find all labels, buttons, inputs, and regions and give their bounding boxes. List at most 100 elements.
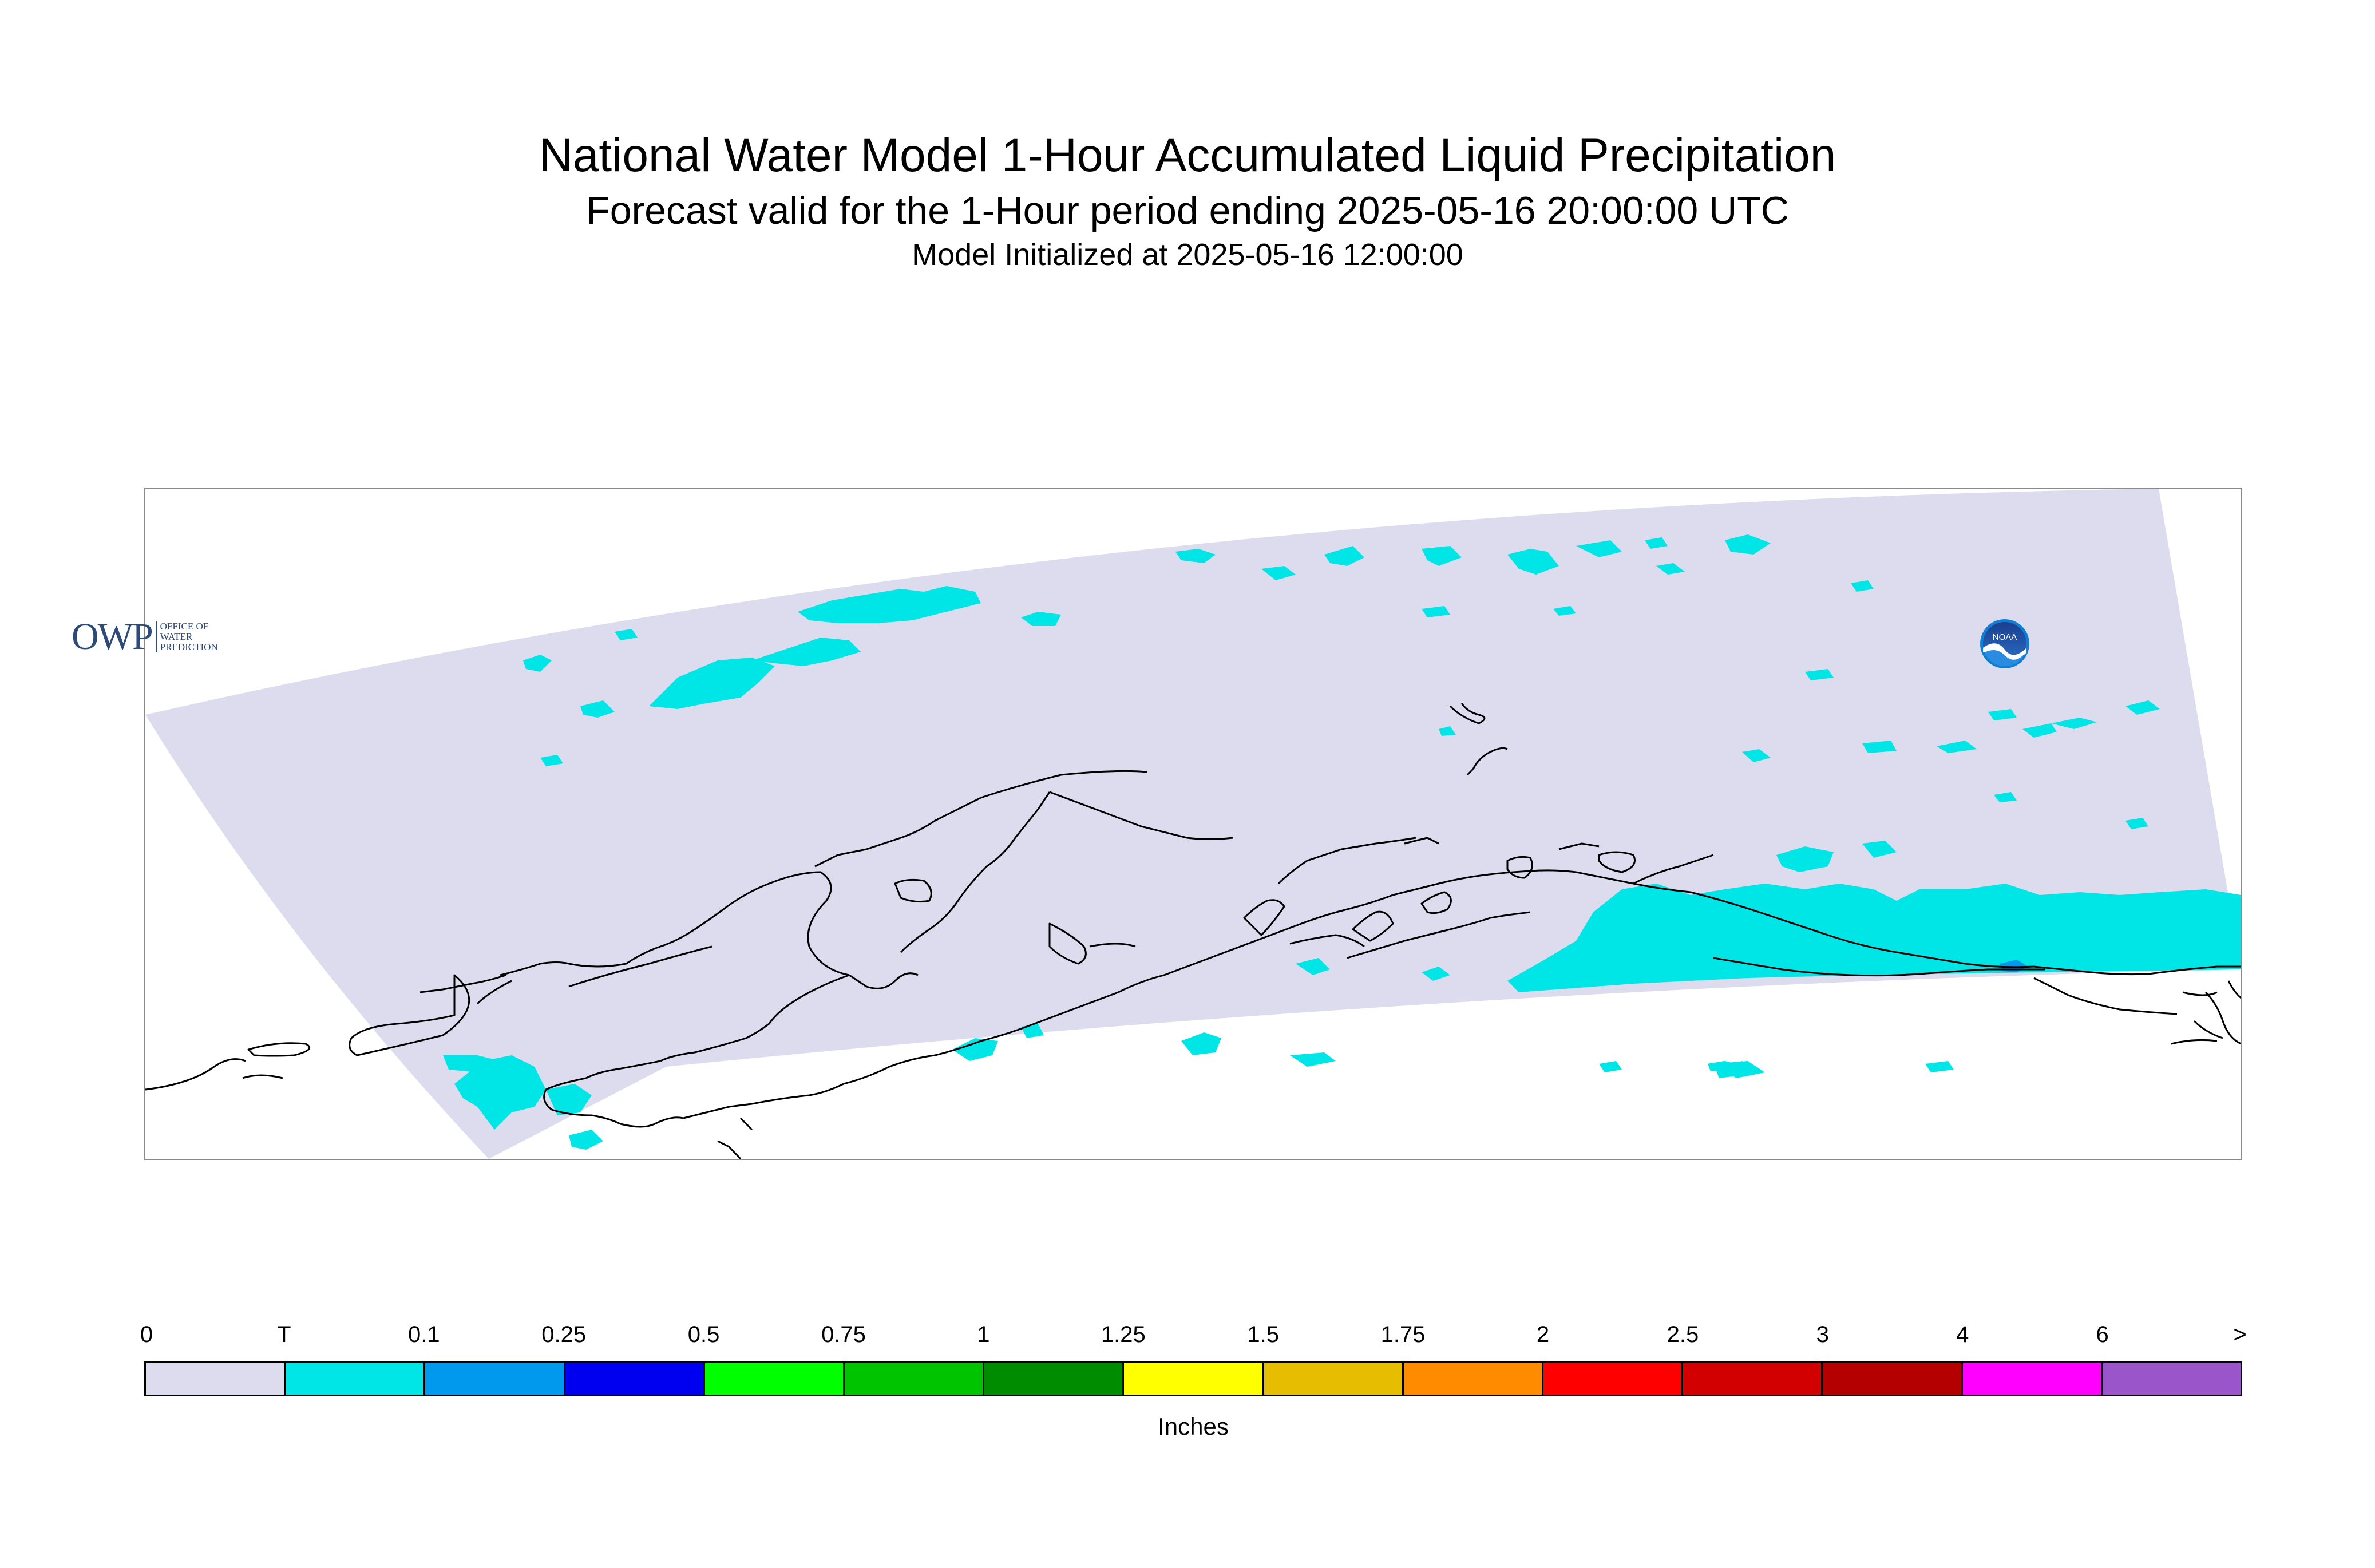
coastline — [1014, 791, 1051, 838]
coastline — [849, 972, 919, 989]
color-legend: 0 T 0.1 0.25 0.5 0.75 1 1.25 1.5 1.75 2 2.5 3 4 6 > Inc… — [140, 1316, 2247, 1454]
coastline — [2204, 991, 2241, 1045]
precip-trace-patch — [580, 700, 615, 718]
precip-trace-patch — [1181, 1032, 1221, 1055]
coastline — [1690, 891, 1897, 953]
precip-trace-patch — [1507, 549, 1559, 575]
coastline — [768, 974, 850, 1024]
owp-letters: OWP — [72, 616, 153, 658]
legend-tick-label: 2.5 — [1667, 1322, 1699, 1347]
precip-trace-patch — [1725, 1061, 1751, 1071]
precip-trace-patch — [1175, 549, 1216, 563]
owp-line-3: PREDICTION — [160, 642, 218, 652]
precip-trace-patch — [1553, 606, 1576, 616]
coastline — [2193, 1020, 2223, 1039]
coastline — [1049, 791, 1142, 827]
precip-trace-patch — [752, 638, 861, 666]
legend-swatch — [984, 1363, 1125, 1395]
coastline — [543, 1077, 621, 1125]
coastline — [1633, 854, 1714, 885]
coastline — [419, 974, 506, 993]
legend-swatch — [565, 1363, 705, 1395]
precip-trace-patch — [1862, 741, 1897, 753]
coastline — [500, 961, 569, 976]
coastline — [1118, 957, 1210, 993]
coastline — [1026, 991, 1119, 1028]
coastline — [1472, 747, 1508, 770]
coastline — [866, 797, 981, 850]
model-domain — [145, 489, 2241, 1159]
precip-trace-patch — [1324, 546, 1364, 566]
precip-trace-patch — [569, 1130, 603, 1150]
coastline — [1209, 922, 1302, 959]
precip-trace-patch — [1296, 958, 1330, 975]
precip-trace-patch — [1656, 563, 1685, 575]
noaa-logo: NOAA — [1980, 619, 2029, 668]
precip-trace-patch — [1725, 534, 1771, 555]
legend-swatch — [1403, 1363, 1544, 1395]
map-title: National Water Model 1-Hour Accumulated … — [539, 129, 1836, 181]
legend-tick-label: T — [277, 1322, 291, 1347]
precip-trace-patch — [1422, 606, 1450, 617]
coastline — [1466, 768, 1474, 776]
precip-trace-patch — [1576, 540, 1622, 557]
legend-tick-label: 6 — [2096, 1322, 2109, 1347]
legend-swatch — [704, 1363, 845, 1395]
legend-swatch — [1264, 1363, 1404, 1395]
coastline — [620, 1116, 684, 1128]
legend-tick-label: 0 — [140, 1322, 153, 1347]
legend-tick-label: 2 — [1536, 1322, 1550, 1347]
legend-tick-label: > — [2233, 1322, 2247, 1347]
coastline — [1243, 899, 1285, 936]
precip-trace-patch — [1805, 669, 1834, 680]
coastline — [1301, 894, 1394, 925]
owp-wordmark: OFFICE OF WATER PREDICTION — [160, 621, 218, 652]
coastline — [1089, 943, 1136, 948]
coastline — [2227, 980, 2241, 999]
coastline — [1347, 917, 1491, 959]
map-canvas — [145, 489, 2241, 1159]
precip-trace-patch — [454, 1055, 546, 1130]
legend-tick-label: 3 — [1816, 1322, 1829, 1347]
precip-trace-patch — [1776, 846, 1834, 872]
coastline — [568, 945, 712, 988]
precip-trace-patch — [1851, 580, 1874, 592]
precip-trace-patch — [546, 1084, 592, 1115]
legend-tick-label: 1.25 — [1101, 1322, 1146, 1347]
coastline — [2033, 965, 2241, 976]
precip-trace-patch — [798, 586, 981, 623]
precip-trace-patch — [1994, 792, 2017, 802]
coastline — [1048, 922, 1087, 965]
coastline — [1352, 910, 1394, 942]
noaa-text: NOAA — [1993, 632, 2017, 642]
coastline — [585, 1060, 661, 1079]
precip-trace-patch — [443, 1055, 500, 1072]
precip-trace-patch — [1645, 537, 1668, 549]
precip-trace-patch — [1422, 967, 1450, 981]
precip-trace-patch — [1422, 546, 1462, 566]
coastline — [1490, 911, 1531, 919]
legend-tick-label: 1 — [977, 1322, 990, 1347]
coastline — [145, 1058, 246, 1091]
coastline — [2033, 977, 2178, 1015]
coastline — [349, 974, 470, 1056]
coastline — [683, 1103, 753, 1119]
coastline — [1289, 934, 1365, 948]
legend-swatch — [1823, 1363, 1963, 1395]
coastline — [751, 1083, 844, 1105]
legend-color-bar — [144, 1361, 2242, 1396]
precip-trace-patch — [1925, 1061, 1954, 1072]
legend-swatch — [2102, 1363, 2241, 1395]
coastline — [807, 871, 850, 976]
coastline — [1392, 874, 1485, 896]
coastline — [247, 1042, 311, 1057]
legend-swatch — [425, 1363, 565, 1395]
legend-swatch — [146, 1363, 286, 1395]
legend-tick-label: 0.5 — [687, 1322, 720, 1347]
coastline — [1558, 842, 1600, 850]
precip-trace-patch — [1021, 612, 1061, 626]
legend-swatch — [1543, 1363, 1684, 1395]
precip-trace-patch — [1261, 566, 1296, 580]
precip-trace-patch — [2125, 818, 2148, 829]
coastline — [1506, 856, 1533, 879]
